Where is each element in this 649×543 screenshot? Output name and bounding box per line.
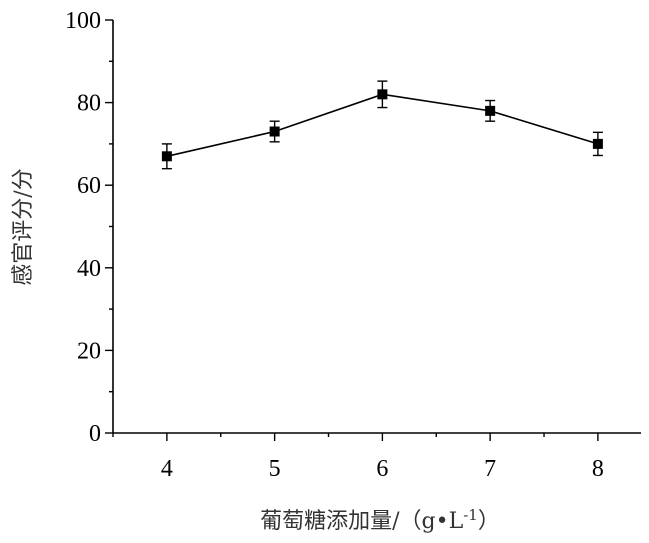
y-tick-label: 40: [77, 256, 101, 282]
y-tick-label: 20: [77, 338, 101, 364]
x-tick-label: 8: [592, 456, 604, 482]
x-axis-label-main: 葡萄糖添加量/（g•L: [260, 509, 463, 534]
axes: [112, 20, 641, 434]
y-axis-label: 感官评分/分: [11, 168, 36, 285]
data-point: [269, 126, 280, 137]
data-point: [161, 151, 172, 162]
x-tick-label: 7: [484, 456, 496, 482]
x-tick-label: 6: [376, 456, 388, 482]
data-series: [161, 80, 603, 170]
x-axis-label-tail: ）: [478, 509, 500, 534]
x-axis-label: 葡萄糖添加量/（g•L-1）: [260, 506, 500, 534]
data-point: [592, 138, 603, 149]
data-point: [377, 89, 388, 100]
y-tick-label: 80: [77, 91, 101, 117]
y-tick-label: 100: [65, 8, 101, 34]
ticks: 0 20 40 60 80 100 4 5 6 7 8: [65, 8, 604, 482]
y-tick-label: 0: [89, 421, 101, 447]
data-point: [485, 105, 496, 116]
x-tick-label: 4: [161, 456, 173, 482]
x-tick-label: 5: [269, 456, 281, 482]
y-tick-label: 60: [77, 173, 101, 199]
x-axis-label-sup: -1: [463, 506, 478, 524]
